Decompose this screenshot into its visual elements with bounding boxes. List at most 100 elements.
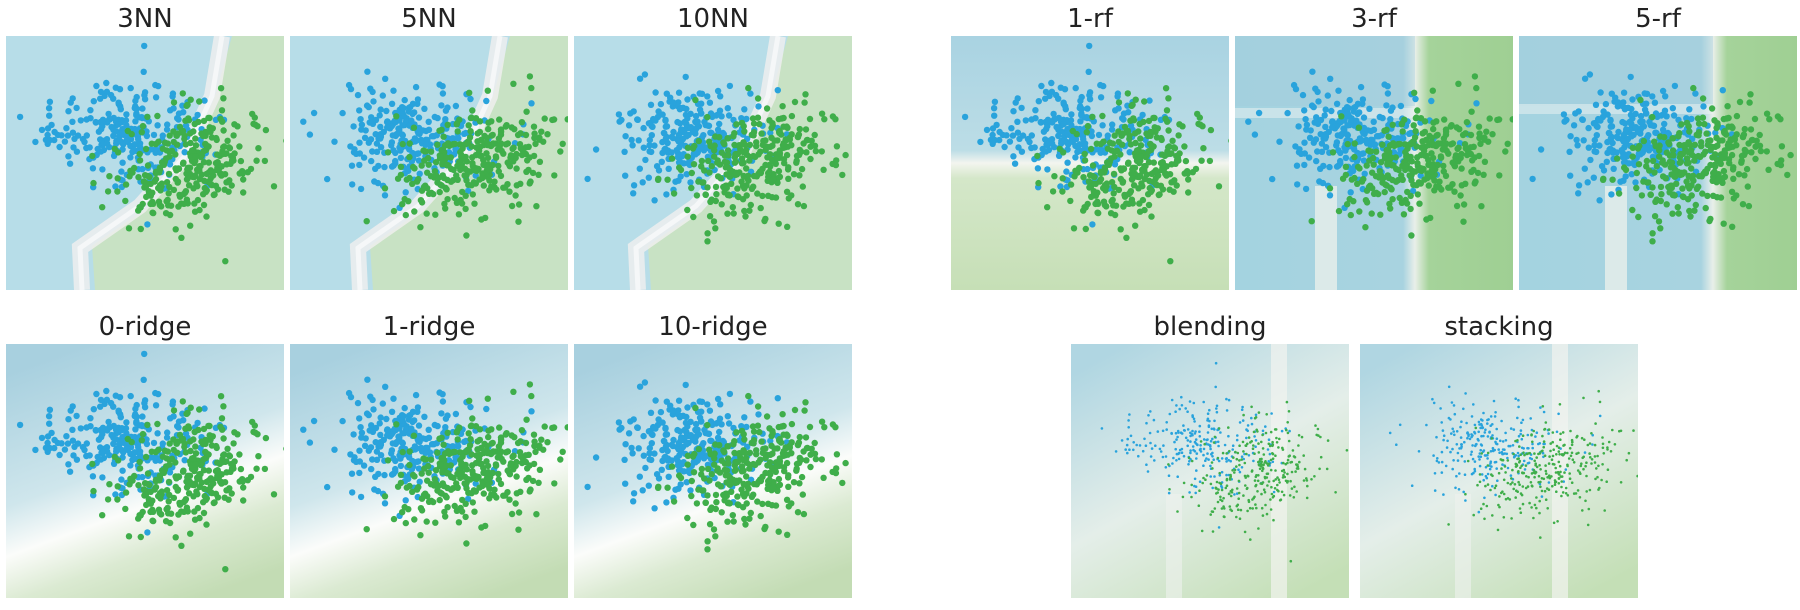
plot-svg <box>1519 36 1797 290</box>
point-class-a <box>625 122 633 129</box>
point-class-b <box>788 192 795 199</box>
point-class-b <box>559 140 566 147</box>
point-class-b <box>1206 157 1214 165</box>
point-class-a <box>64 440 72 447</box>
point-class-a <box>122 117 130 124</box>
point-class-b <box>794 201 802 208</box>
point-class-b <box>725 164 732 171</box>
point-class-b <box>1111 148 1118 155</box>
point-class-b <box>522 150 529 158</box>
point-class-b <box>122 489 130 496</box>
point-class-b <box>712 197 719 205</box>
point-class-b <box>802 126 810 133</box>
point-class-b <box>1756 131 1763 139</box>
point-class-b <box>1621 164 1628 171</box>
point-class-a <box>1637 112 1645 120</box>
point-class-a <box>755 103 762 110</box>
point-class-a <box>1620 138 1627 145</box>
point-class-a <box>1337 157 1344 165</box>
point-class-a <box>636 165 643 172</box>
point-class-a <box>635 445 642 452</box>
point-class-a <box>1643 109 1650 117</box>
point-class-a <box>1115 105 1122 112</box>
point-class-a <box>201 97 208 104</box>
point-class-b <box>1411 89 1418 96</box>
point-class-b <box>244 169 251 176</box>
point-class-b <box>794 509 802 516</box>
point-class-b <box>756 476 764 483</box>
point-class-b <box>1097 140 1104 148</box>
point-class-b <box>217 85 225 92</box>
point-class-b <box>1087 183 1095 190</box>
point-class-b <box>523 168 530 175</box>
point-class-b <box>1449 159 1456 166</box>
point-class-b <box>1162 115 1169 123</box>
point-class-a <box>615 111 623 118</box>
point-class-a <box>1607 135 1615 142</box>
point-class-a <box>1593 132 1600 139</box>
point-class-a <box>1078 112 1085 119</box>
point-class-b <box>1181 143 1188 150</box>
point-class-a <box>616 118 623 125</box>
point-class-b <box>684 461 691 468</box>
point-class-a <box>668 149 675 156</box>
point-class-b <box>740 480 747 488</box>
point-class-b <box>182 141 190 148</box>
point-class-a <box>110 440 117 447</box>
point-class-b <box>1413 143 1420 150</box>
point-class-a <box>388 139 396 146</box>
point-class-b <box>196 514 203 522</box>
point-class-a <box>657 100 665 108</box>
point-class-a <box>1018 148 1026 155</box>
point-class-a <box>379 400 386 407</box>
point-class-a <box>716 428 723 436</box>
point-class-b <box>1351 174 1358 182</box>
point-class-a <box>442 116 449 123</box>
point-class-b <box>444 121 451 128</box>
point-class-b <box>437 152 444 160</box>
point-class-a <box>1092 146 1099 153</box>
point-class-b <box>217 115 224 123</box>
point-class-b <box>104 188 112 195</box>
point-class-b <box>488 183 495 190</box>
point-class-b <box>166 153 173 160</box>
point-class-b <box>742 213 749 220</box>
point-class-b <box>1462 145 1469 152</box>
point-class-b <box>211 191 218 198</box>
point-class-a <box>628 444 635 452</box>
point-class-b <box>144 162 152 169</box>
point-class-a <box>675 177 682 184</box>
point-class-a <box>1310 103 1317 111</box>
point-class-a <box>1095 131 1103 139</box>
point-class-b <box>401 503 408 511</box>
point-class-a <box>629 142 636 149</box>
point-class-b <box>480 182 487 189</box>
point-class-a <box>97 148 105 155</box>
point-class-b <box>221 494 228 501</box>
point-class-b <box>453 429 460 436</box>
point-class-b <box>249 110 256 118</box>
point-class-a <box>684 404 691 411</box>
point-class-a <box>169 398 177 405</box>
point-class-a <box>1104 132 1111 139</box>
point-class-a <box>380 128 387 135</box>
point-class-b <box>1091 173 1098 181</box>
point-class-b <box>470 179 478 186</box>
point-class-a <box>65 461 72 468</box>
point-class-a <box>645 428 653 435</box>
point-class-b <box>528 84 535 92</box>
point-class-a <box>696 453 704 460</box>
point-class-b <box>1429 87 1436 94</box>
point-class-b <box>283 446 284 451</box>
point-class-b <box>1669 135 1677 142</box>
point-class-a <box>69 129 77 136</box>
point-class-a <box>1076 141 1083 148</box>
point-class-b <box>411 473 418 480</box>
point-class-b <box>491 486 498 493</box>
point-class-b <box>1392 154 1399 161</box>
point-class-a <box>636 473 643 480</box>
point-class-b <box>443 462 450 469</box>
point-class-a <box>306 131 314 138</box>
point-class-a <box>1290 81 1298 89</box>
point-class-b <box>1383 126 1390 133</box>
